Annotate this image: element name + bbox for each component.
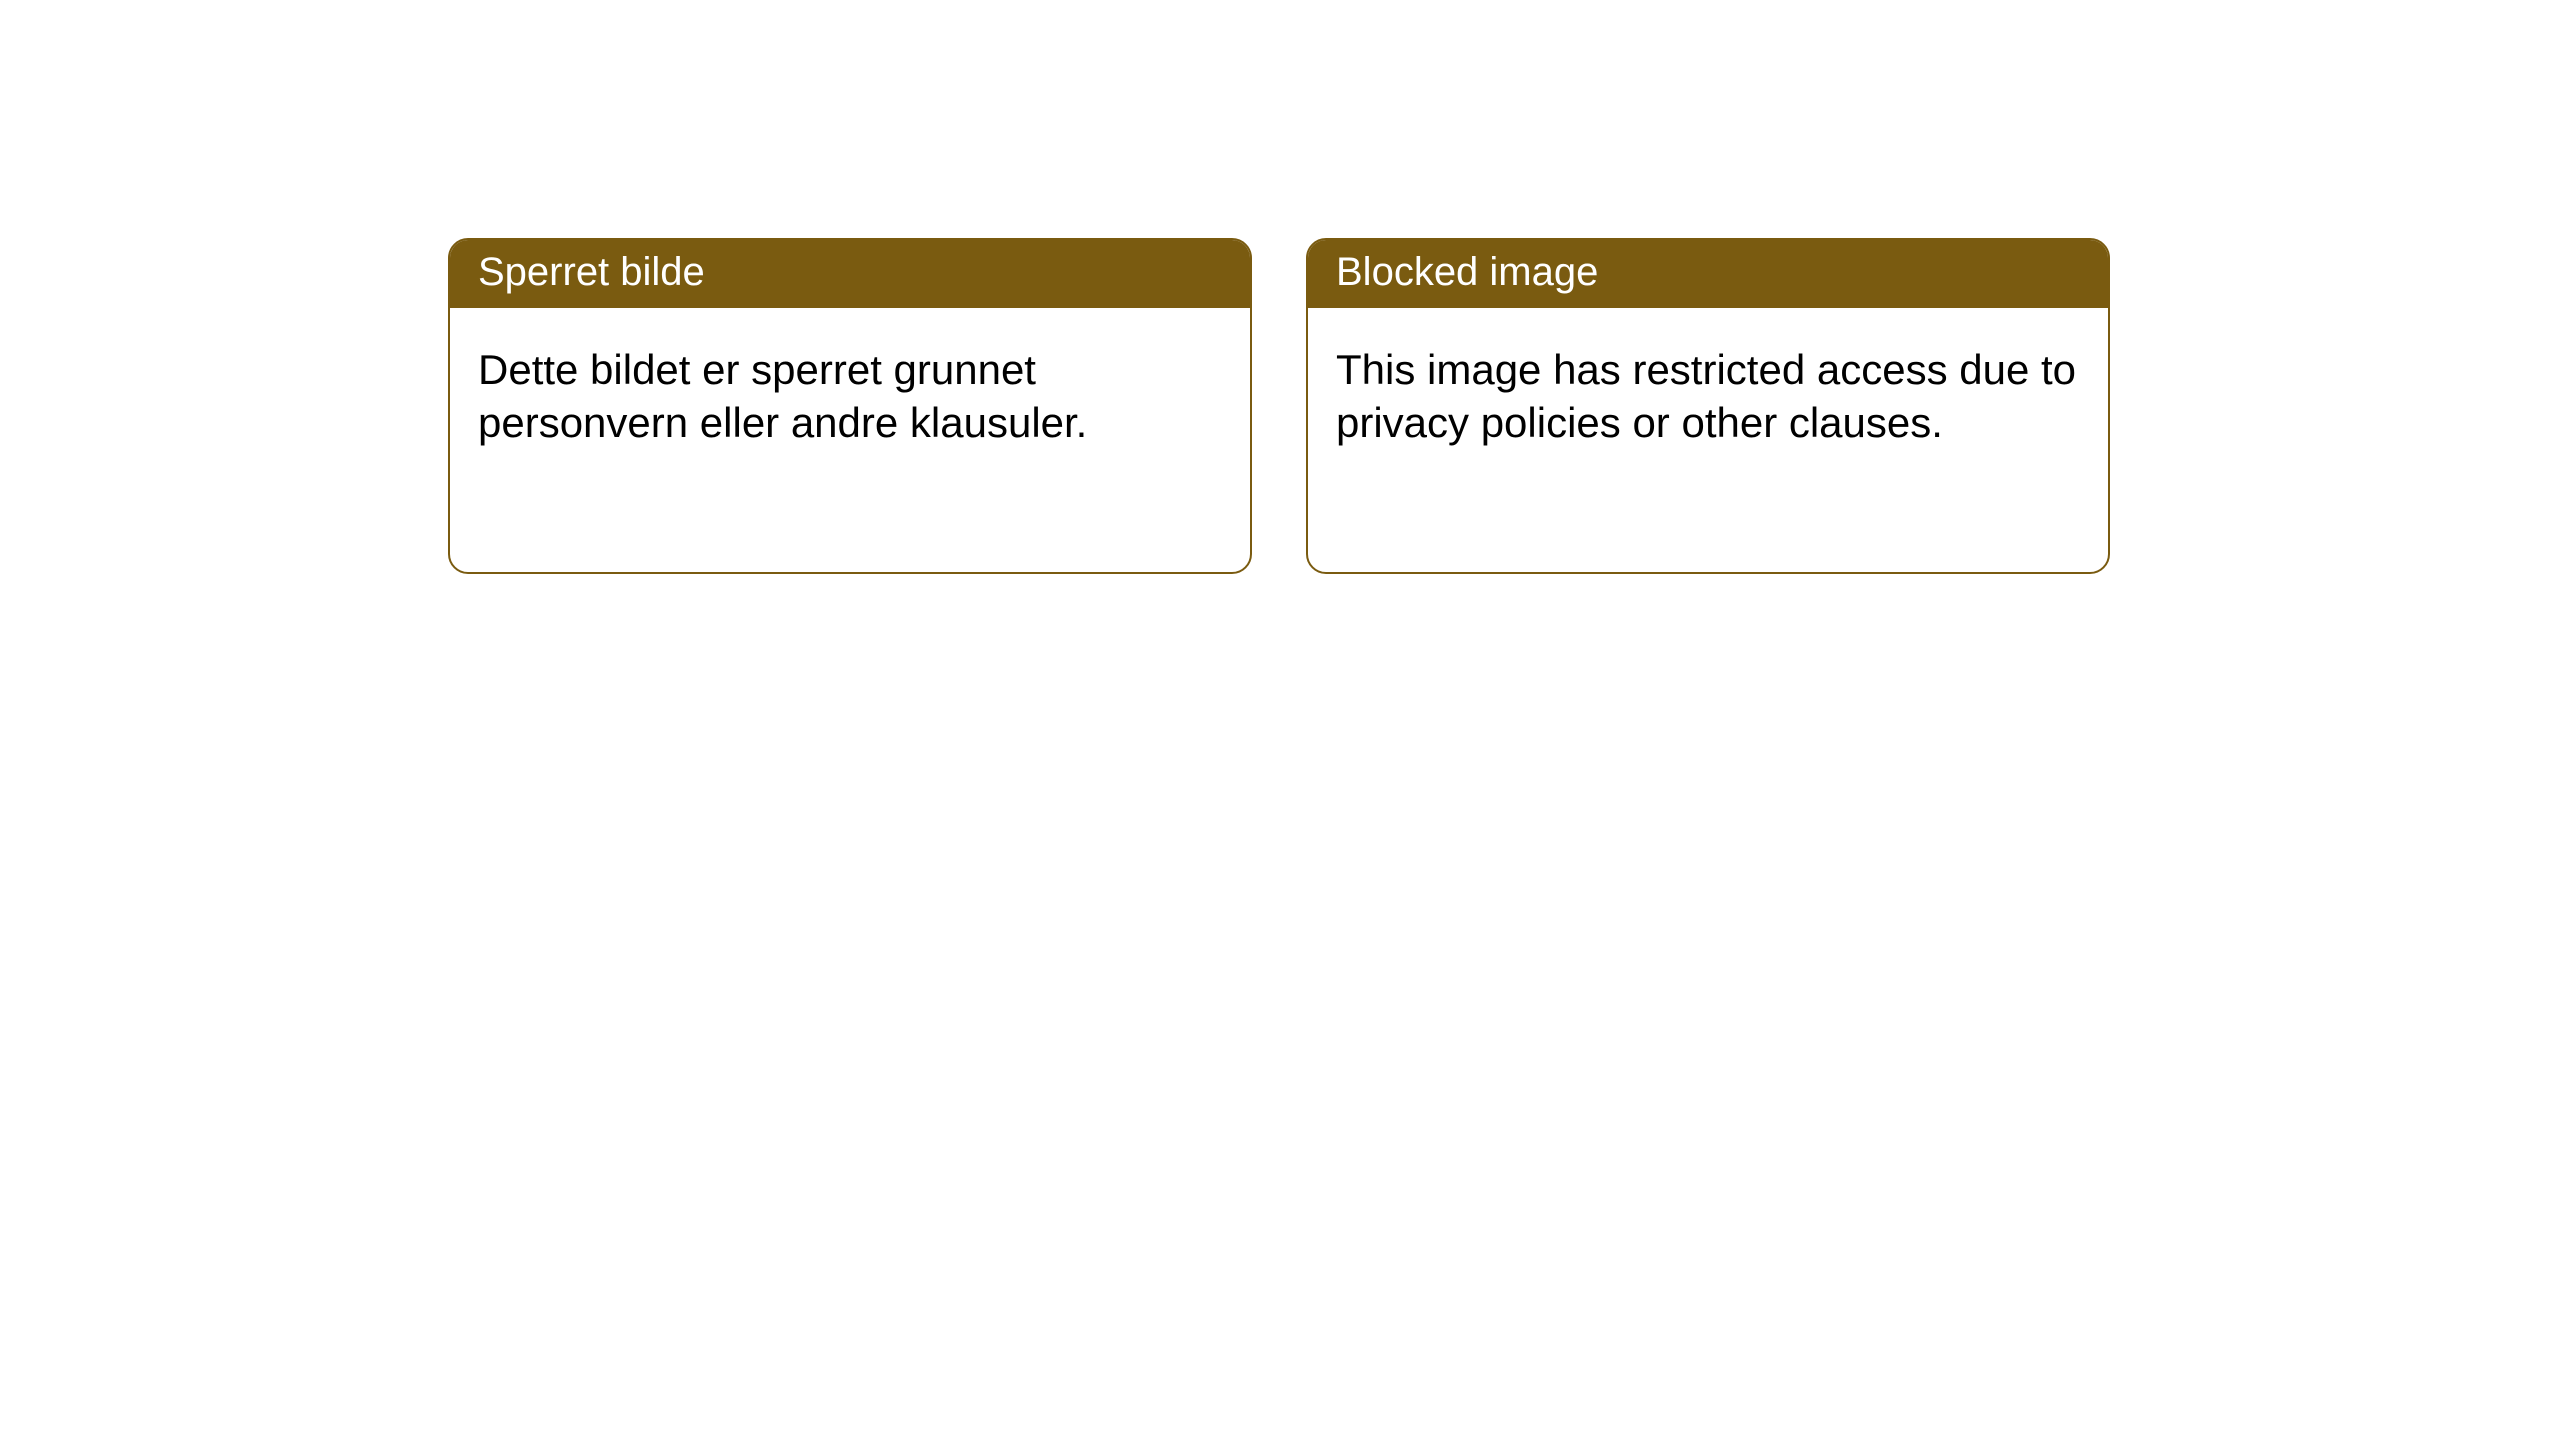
notice-card-english: Blocked image This image has restricted …: [1306, 238, 2110, 574]
notice-card-norwegian: Sperret bilde Dette bildet er sperret gr…: [448, 238, 1252, 574]
notice-header-norwegian: Sperret bilde: [450, 240, 1250, 308]
notice-container: Sperret bilde Dette bildet er sperret gr…: [448, 238, 2110, 574]
notice-body-norwegian: Dette bildet er sperret grunnet personve…: [450, 308, 1250, 477]
notice-body-english: This image has restricted access due to …: [1308, 308, 2108, 477]
notice-header-english: Blocked image: [1308, 240, 2108, 308]
